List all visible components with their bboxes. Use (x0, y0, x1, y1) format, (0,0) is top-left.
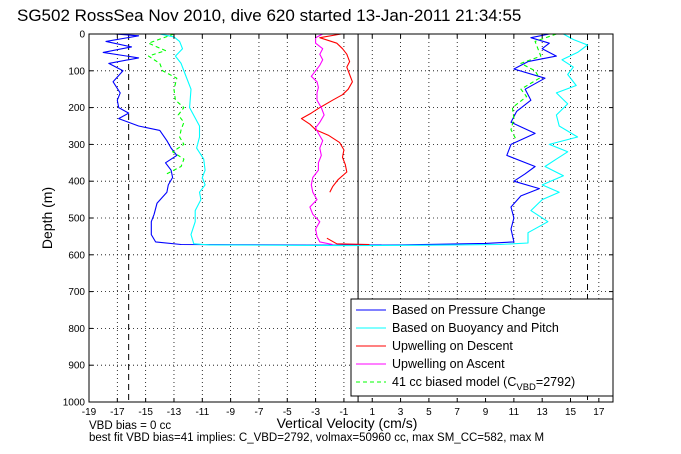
y-tick-label: 0 (79, 30, 85, 41)
x-tick-label: -5 (283, 407, 292, 418)
legend-model-main: 41 cc biased model (C (392, 375, 516, 389)
x-tick-label: 9 (483, 407, 489, 418)
legend: Based on Pressure Change Based on Buoyan… (350, 298, 614, 397)
x-tick-label: 13 (537, 407, 549, 418)
x-tick-label: 7 (454, 407, 460, 418)
legend-model-tail: =2792) (536, 375, 575, 389)
y-tick-label: 600 (68, 250, 85, 261)
series-line (326, 237, 370, 246)
series-line (102, 33, 557, 246)
series-3 (309, 33, 333, 246)
x-tick-label: -1 (339, 407, 348, 418)
legend-item-model: 41 cc biased model (CVBD=2792) (392, 375, 575, 393)
series-line (147, 33, 185, 175)
x-tick-label: -11 (195, 407, 209, 418)
x-tick-label: 5 (426, 407, 432, 418)
y-axis-label: Depth (m) (39, 187, 55, 249)
x-tick-label: -3 (311, 407, 320, 418)
legend-model-subscript: VBD (516, 382, 536, 393)
series-line (309, 33, 333, 246)
legend-item-ascent: Upwelling on Ascent (392, 357, 505, 371)
legend-item-buoyancy: Based on Buoyancy and Pitch (392, 321, 559, 335)
series-line (300, 33, 353, 193)
y-tick-label: 500 (68, 214, 85, 225)
x-tick-label: 3 (398, 407, 404, 418)
y-axis-ticks: 0 100 200 300 400 500 600 700 800 900 1000 (63, 30, 613, 409)
legend-box (350, 298, 614, 397)
x-tick-label: -13 (167, 407, 182, 418)
best-fit-note: best fit VBD bias=41 implies: C_VBD=2792… (89, 432, 545, 444)
x-tick-label: 17 (593, 407, 605, 418)
series-2 (300, 33, 370, 246)
x-tick-label: -19 (82, 407, 97, 418)
legend-item-descent: Upwelling on Descent (392, 339, 513, 353)
x-tick-label: 1 (369, 407, 375, 418)
series-0 (102, 33, 557, 246)
y-tick-label: 200 (68, 103, 85, 114)
x-tick-label: 15 (565, 407, 577, 418)
x-axis-label: Vertical Velocity (cm/s) (277, 415, 418, 431)
y-tick-label: 100 (68, 66, 85, 77)
y-tick-label: 300 (68, 140, 85, 151)
x-axis-ticks: -19 -17 -15 -13 -11 -9 -7 -5 -3 -1 1 3 5 7 9 11 13 15 17 (82, 34, 605, 418)
x-tick-label: -17 (110, 407, 125, 418)
y-tick-label: 400 (68, 177, 85, 188)
legend-item-pressure: Based on Pressure Change (392, 303, 546, 317)
series-1 (159, 33, 589, 247)
data-series (102, 33, 589, 247)
x-tick-label: -7 (254, 407, 263, 418)
series-4 (147, 33, 557, 175)
series-line (510, 33, 557, 141)
series-line (159, 33, 589, 247)
y-tick-label: 700 (68, 287, 85, 298)
vbd-bias-note: VBD bias = 0 cc (89, 420, 172, 432)
y-tick-label: 800 (68, 324, 85, 335)
y-tick-label: 900 (68, 361, 85, 372)
x-tick-label: -9 (226, 407, 235, 418)
y-tick-label: 1000 (63, 398, 86, 409)
x-tick-label: -15 (138, 407, 153, 418)
x-tick-label: 11 (509, 407, 520, 418)
chart-title: SG502 RossSea Nov 2010, dive 620 started… (17, 6, 521, 25)
